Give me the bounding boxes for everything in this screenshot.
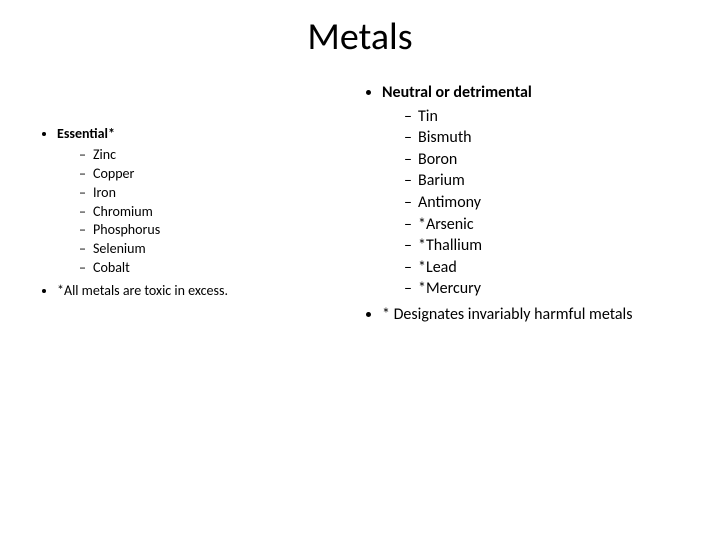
essential-sublist: Zinc Copper Iron Chromium Phosphorus Sel… xyxy=(57,146,345,278)
essential-list: Essential* Zinc Copper Iron Chromium Pho… xyxy=(35,125,345,278)
list-item: Selenium xyxy=(79,240,345,259)
list-item: Iron xyxy=(79,184,345,203)
left-note-list: *All metals are toxic in excess. xyxy=(35,282,345,301)
list-item: Antimony xyxy=(404,192,700,214)
list-item: Boron xyxy=(404,149,700,171)
list-item: Bismuth xyxy=(404,127,700,149)
right-column: Neutral or detrimental Tin Bismuth Boron… xyxy=(360,82,700,330)
list-item: Copper xyxy=(79,165,345,184)
list-item: Chromium xyxy=(79,203,345,222)
right-note-list: * Designates invariably harmful metals xyxy=(360,304,700,326)
essential-heading: Essential* xyxy=(57,125,115,142)
slide-title: Metals xyxy=(0,14,720,60)
neutral-heading: Neutral or detrimental xyxy=(382,83,532,102)
list-item: *Mercury xyxy=(404,278,700,300)
list-item: Barium xyxy=(404,170,700,192)
neutral-list: Neutral or detrimental Tin Bismuth Boron… xyxy=(360,82,700,300)
right-note: * Designates invariably harmful metals xyxy=(382,304,700,326)
list-item: Zinc xyxy=(79,146,345,165)
list-item: *Arsenic xyxy=(404,214,700,236)
essential-heading-item: Essential* Zinc Copper Iron Chromium Pho… xyxy=(57,125,345,278)
list-item: Tin xyxy=(404,106,700,128)
list-item: Phosphorus xyxy=(79,221,345,240)
list-item: Cobalt xyxy=(79,259,345,278)
neutral-heading-item: Neutral or detrimental Tin Bismuth Boron… xyxy=(382,82,700,300)
slide: Metals Essential* Zinc Copper Iron Chrom… xyxy=(0,0,720,540)
left-note: *All metals are toxic in excess. xyxy=(57,282,345,301)
left-column: Essential* Zinc Copper Iron Chromium Pho… xyxy=(35,125,345,305)
list-item: *Lead xyxy=(404,257,700,279)
neutral-sublist: Tin Bismuth Boron Barium Antimony *Arsen… xyxy=(382,106,700,300)
list-item: *Thallium xyxy=(404,235,700,257)
